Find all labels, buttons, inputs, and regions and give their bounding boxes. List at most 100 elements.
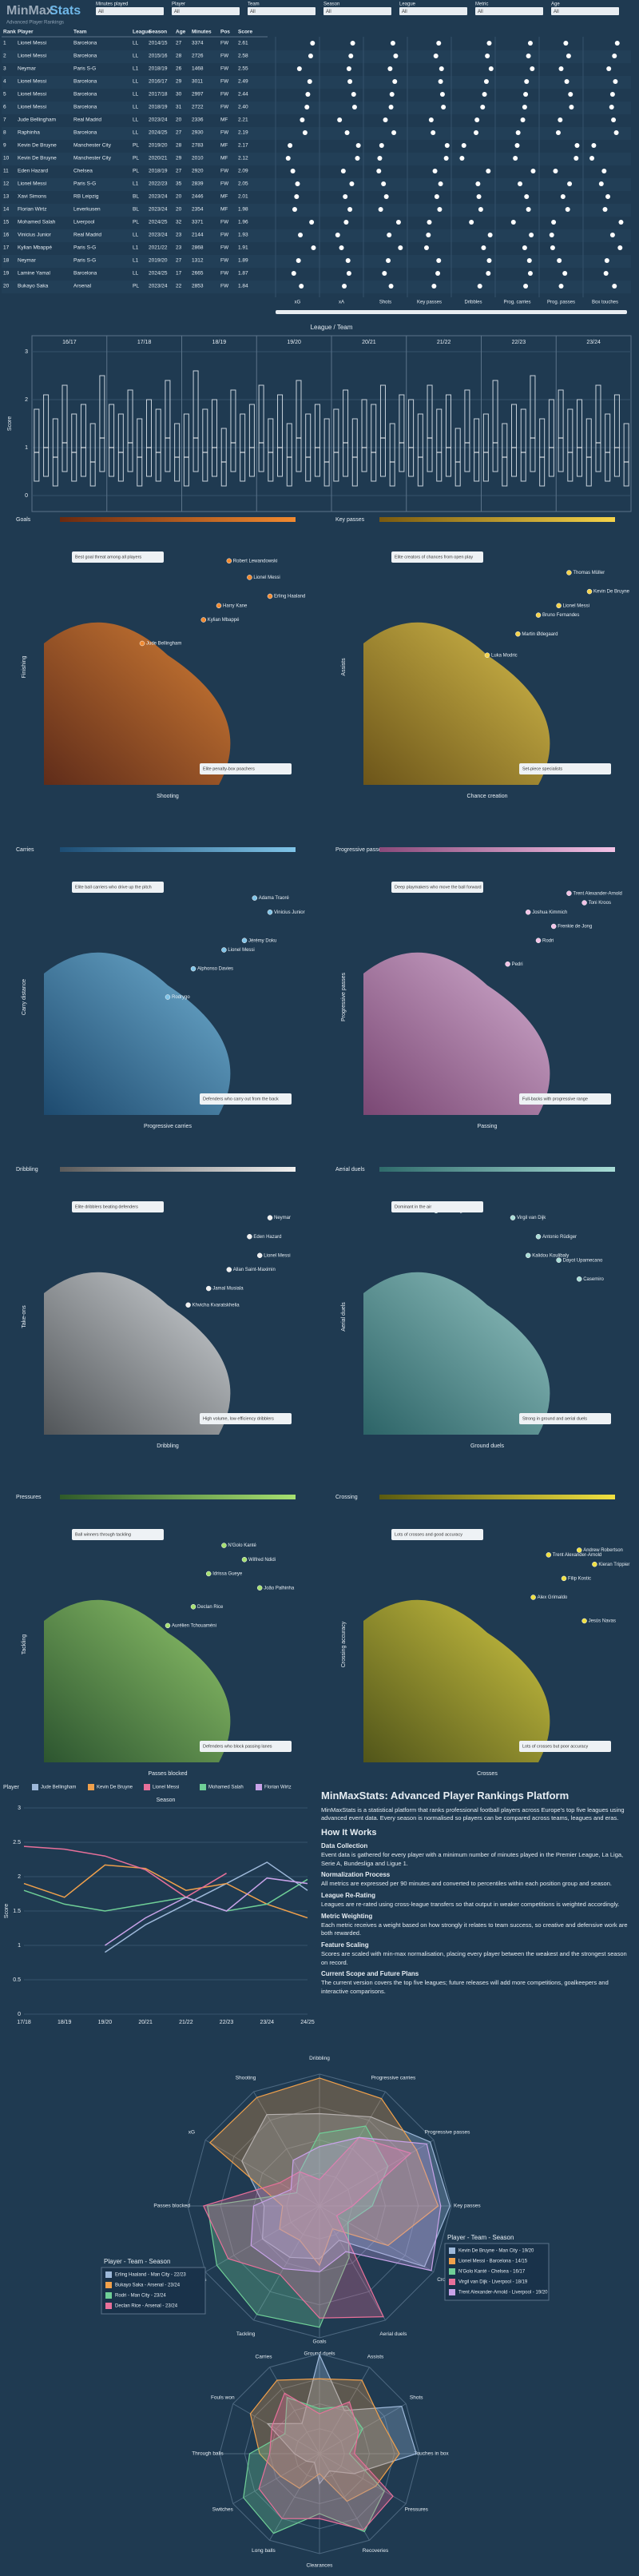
dot	[482, 92, 487, 97]
table-cell: 1	[3, 41, 6, 46]
x-axis-label: Passing	[478, 1124, 498, 1129]
box	[192, 370, 199, 472]
legend-label: Erling Haaland - Man City - 22/23	[115, 2273, 186, 2278]
box	[585, 418, 592, 487]
dot	[388, 284, 394, 289]
filter-dropdown[interactable]	[248, 7, 316, 15]
legend-title: Player - Team - Season	[447, 2234, 514, 2241]
legend-label: Jude Bellingham	[41, 1786, 76, 1790]
filter-dropdown[interactable]	[551, 7, 619, 15]
point-label: Idrissa Gueye	[212, 1572, 243, 1577]
table-row	[2, 268, 631, 281]
table-cell: Lionel Messi	[18, 54, 46, 59]
scrollbar[interactable]	[276, 310, 627, 314]
legend-box	[101, 2267, 206, 2315]
dot	[345, 258, 351, 263]
table-cell: FW	[220, 258, 229, 264]
filter-value: All	[98, 10, 104, 14]
doc-how: How It Works	[321, 1827, 377, 1837]
filter-dropdown[interactable]	[475, 7, 543, 15]
legend-swatch	[88, 1784, 94, 1790]
dot	[598, 181, 604, 186]
filter-dropdown[interactable]	[96, 7, 164, 15]
table-row	[2, 281, 631, 293]
dot	[566, 54, 571, 58]
table-header: Rank	[3, 30, 16, 35]
filter-label: Player	[172, 2, 185, 7]
y-tick-label: 2.5	[13, 1840, 21, 1845]
table-cell: 9	[3, 143, 6, 149]
table-cell: Real Madrid	[73, 233, 101, 238]
annotation-box	[519, 1093, 611, 1105]
scatter-point	[185, 1302, 191, 1308]
table-cell: MF	[220, 143, 228, 149]
dot	[591, 143, 597, 148]
table-cell: 3011	[192, 79, 203, 85]
table-cell: 26	[176, 66, 182, 72]
box	[361, 399, 367, 472]
filter-dropdown[interactable]	[172, 7, 240, 15]
scatter-point	[566, 890, 572, 896]
table-cell: FW	[220, 41, 229, 46]
box	[577, 399, 583, 477]
table-cell: 1312	[192, 258, 204, 264]
table-cell: LL	[133, 41, 139, 46]
box	[277, 394, 284, 477]
scatter-point	[556, 1257, 562, 1263]
table-cell: Paris S-G	[73, 258, 96, 264]
dot	[613, 130, 619, 135]
table-cell: 17	[3, 245, 10, 251]
table-cell: 2014/15	[149, 41, 168, 46]
scatter-point	[247, 1233, 252, 1240]
dot	[564, 79, 570, 84]
table-cell: 2.17	[238, 143, 248, 149]
annotation-box	[519, 1741, 611, 1752]
dot	[524, 194, 530, 199]
dot	[589, 156, 595, 161]
series-line	[105, 1877, 308, 1946]
table-cell: Barcelona	[73, 79, 97, 85]
radar-axis-label: Clearances	[307, 2563, 334, 2569]
annotation: High volume, low efficiency dribblers	[203, 1416, 274, 1421]
box	[296, 380, 302, 472]
doc-heading: Current Scope and Future Plans	[321, 1969, 419, 1977]
colorbar	[379, 1167, 615, 1172]
radar-axis	[319, 2205, 386, 2321]
dot	[351, 92, 356, 97]
annotation-box	[72, 551, 164, 563]
doc-heading: Data Collection	[321, 1841, 368, 1849]
point-label: Aurélien Tchouaméni	[172, 1623, 216, 1628]
scatter-point	[525, 1252, 531, 1259]
table-cell: 2853	[192, 284, 204, 289]
table-row	[2, 204, 631, 217]
dotplot-metric: xA	[339, 301, 344, 305]
filter-dropdown[interactable]	[323, 7, 391, 15]
scatter-point	[252, 895, 258, 901]
doc-heading: League Re-Rating	[321, 1891, 376, 1899]
dot	[522, 105, 527, 109]
radar-axis	[319, 2453, 407, 2504]
table-cell: 27	[176, 130, 182, 136]
radar-axis-label: Pressures	[405, 2507, 429, 2513]
y-tick-label: 0	[25, 493, 28, 499]
radar-series	[250, 2136, 442, 2273]
radar-axis-label: Progressive passes	[425, 2129, 470, 2135]
table-cell: 2017/18	[149, 92, 168, 98]
table-cell: Neymar	[18, 258, 37, 264]
dotplot-metric: Shots	[379, 301, 391, 305]
table-cell: LL	[133, 92, 139, 98]
box	[52, 418, 58, 487]
table-cell: FW	[220, 105, 229, 110]
series-line	[23, 1864, 308, 1919]
table-cell: 28	[176, 54, 182, 59]
annotation-box	[200, 1413, 292, 1424]
table-cell: 2019/20	[149, 258, 168, 264]
point-label: Jamal Musiala	[212, 1287, 244, 1292]
table-header: Minutes	[192, 30, 212, 35]
table-cell: Barcelona	[73, 92, 97, 98]
dot	[335, 233, 340, 237]
scatter-point	[247, 575, 252, 580]
dot	[558, 284, 564, 289]
filter-dropdown[interactable]	[399, 7, 467, 15]
table-cell: 2.01	[238, 194, 248, 200]
